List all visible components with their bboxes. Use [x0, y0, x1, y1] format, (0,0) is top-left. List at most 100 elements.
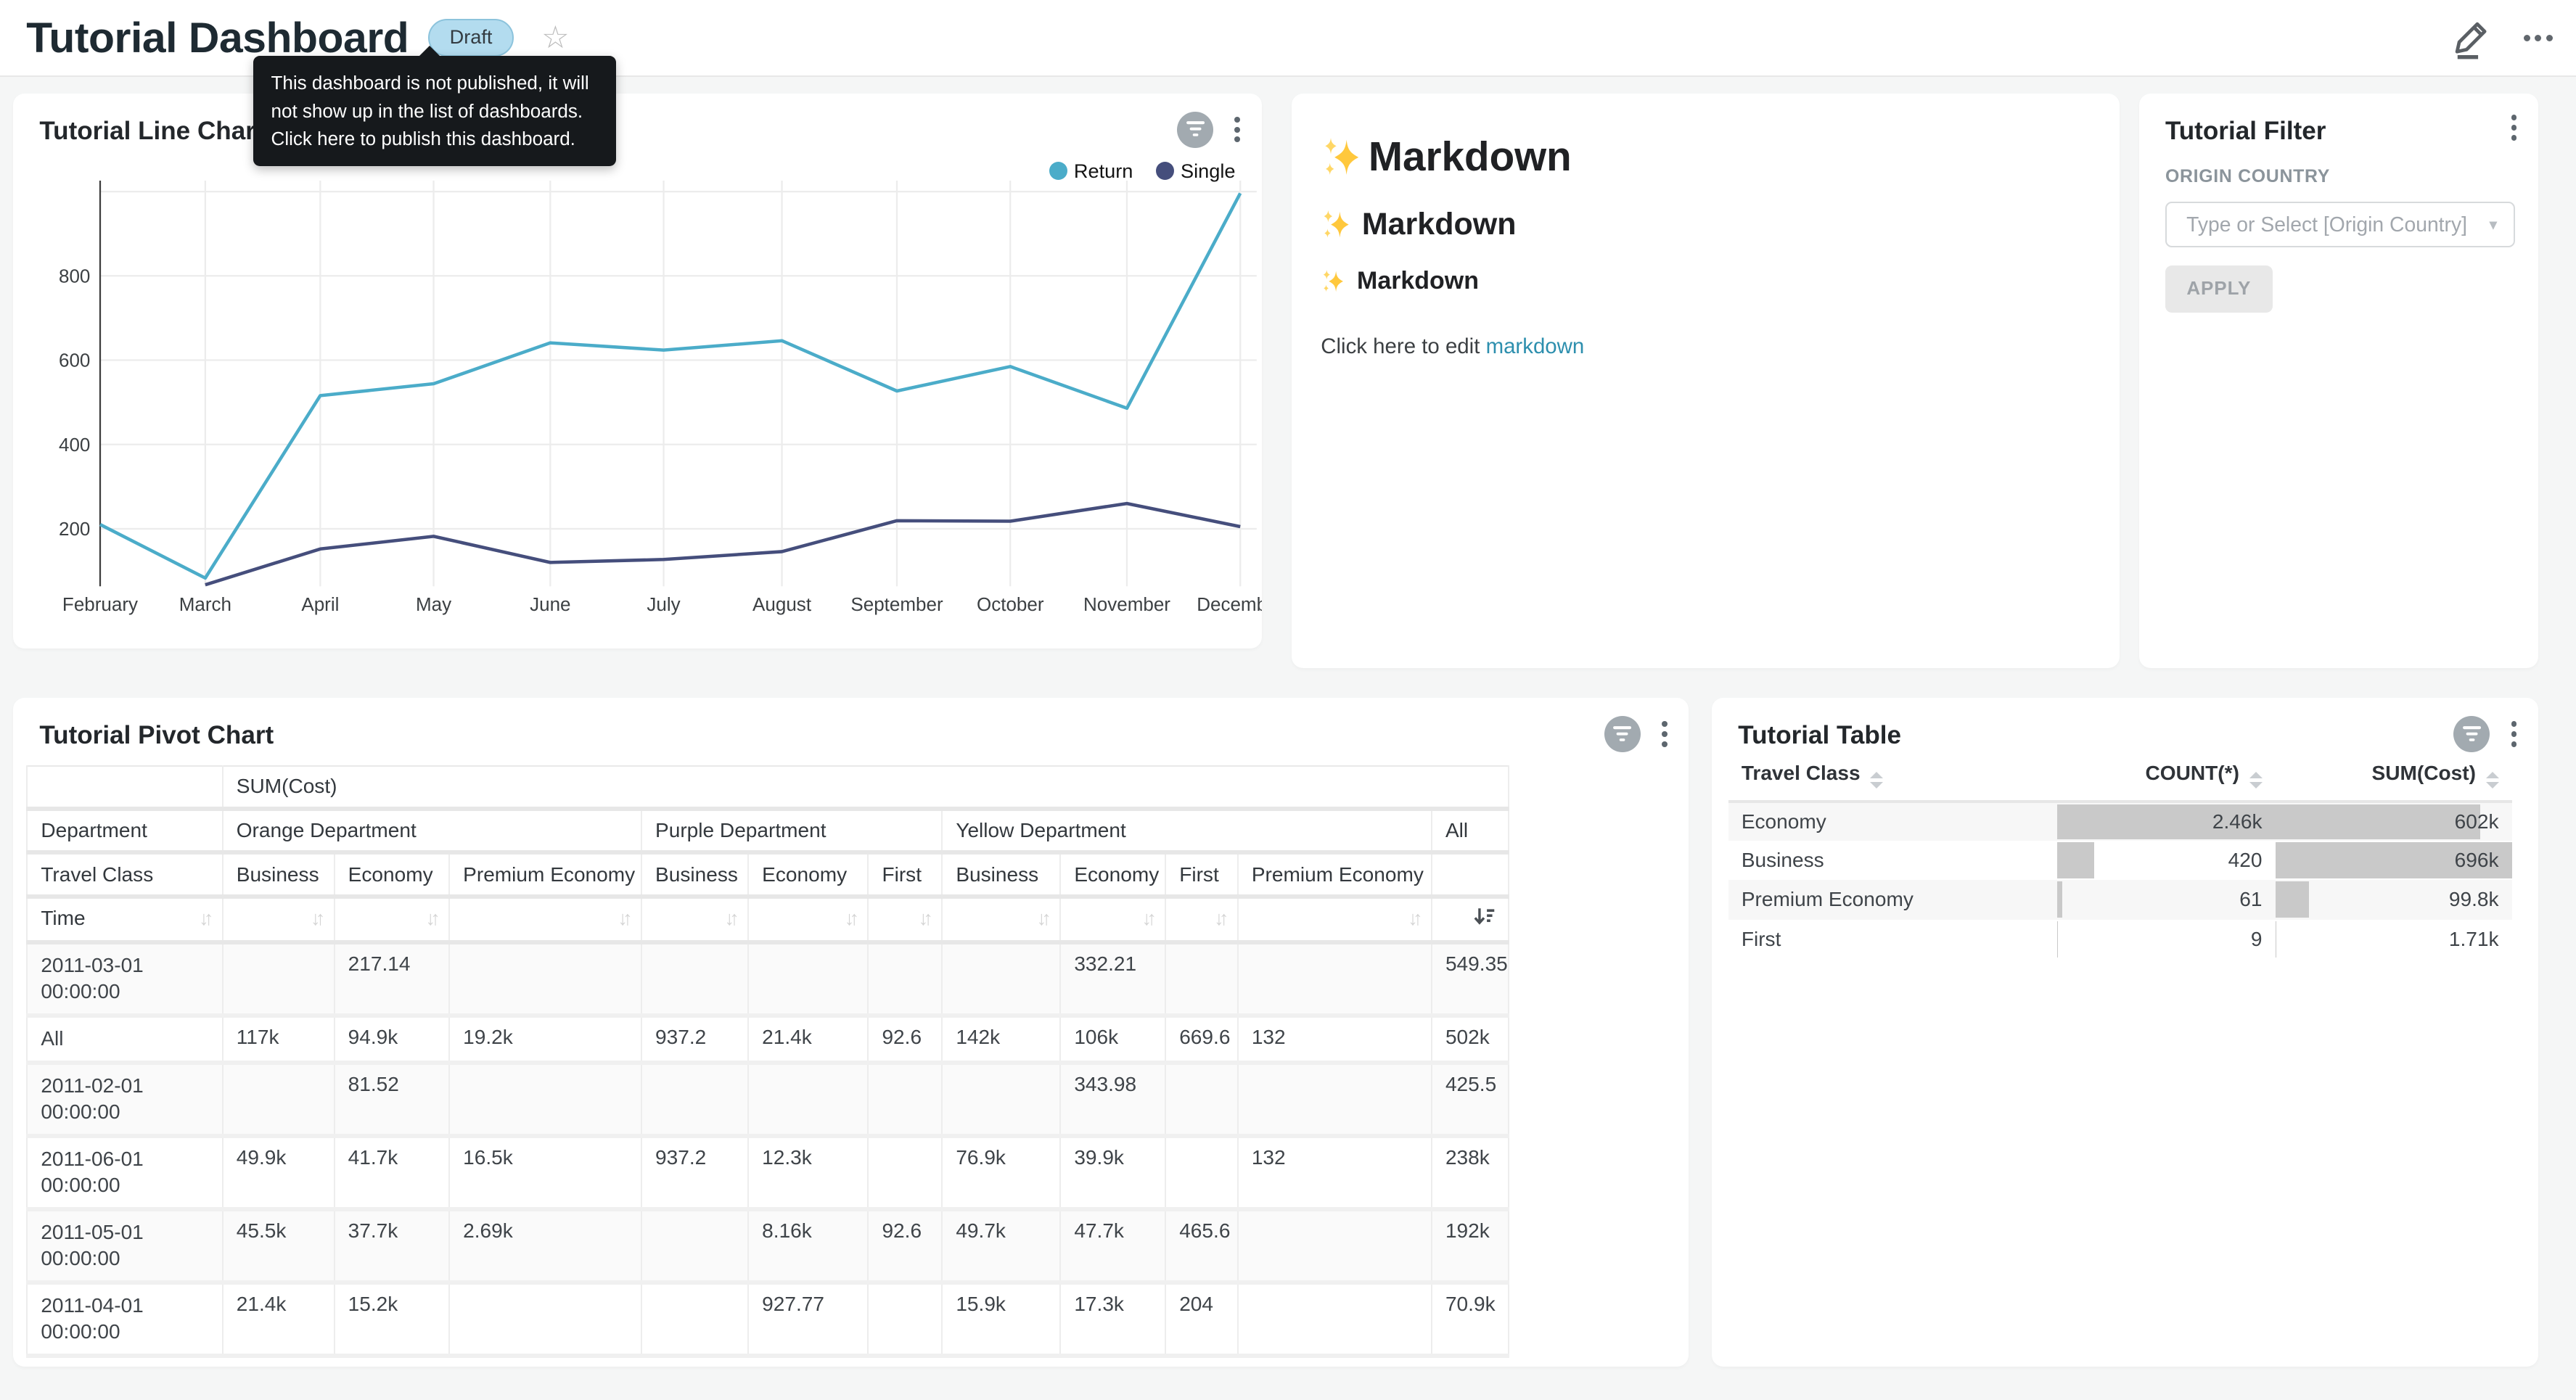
pivot-cell: 937.2	[641, 1016, 748, 1063]
column-header-count[interactable]: COUNT(*)	[2057, 755, 2276, 801]
pivot-cell: 238k	[1432, 1136, 1509, 1209]
kebab-menu-icon[interactable]	[1231, 114, 1244, 146]
pivot-col-class: Economy	[748, 852, 868, 897]
pivot-sort-cell[interactable]: ↓↑	[868, 897, 942, 942]
pivot-cell	[641, 1209, 748, 1282]
pivot-cell	[1165, 1063, 1238, 1136]
tooltip-text: This dashboard is not published, it will…	[271, 72, 589, 149]
pivot-row-label: Travel Class	[27, 852, 222, 897]
pivot-sort-cell[interactable]: ↓↑	[223, 897, 335, 942]
pivot-cell	[748, 942, 868, 1016]
column-header-travel-class[interactable]: Travel Class	[1728, 755, 2057, 801]
markdown-heading-1: Markdown	[1321, 133, 2090, 180]
svg-text:August: August	[752, 593, 812, 615]
sort-icon[interactable]: ↓↑	[311, 907, 321, 929]
table-row: Economy2.46k602k	[1728, 802, 2512, 841]
sort-icon[interactable]: ↓↑	[1141, 907, 1152, 929]
pivot-cell	[868, 1282, 942, 1356]
pivot-cell: 132	[1238, 1136, 1432, 1209]
filter-indicator-icon[interactable]	[1177, 112, 1213, 148]
pivot-sort-cell[interactable]: ↓↑	[748, 897, 868, 942]
pivot-row-time: 2011-04-0100:00:00	[27, 1282, 222, 1356]
sort-icon[interactable]: ↓↑	[618, 907, 628, 929]
markdown-heading-text: Markdown	[1357, 267, 1479, 295]
svg-text:600: 600	[59, 350, 90, 371]
cell-value: 420	[2228, 849, 2263, 871]
svg-text:February: February	[62, 593, 138, 615]
sort-icon[interactable]: ↓↑	[1037, 907, 1047, 929]
svg-text:October: October	[977, 593, 1044, 615]
more-actions-icon[interactable]	[2524, 35, 2554, 41]
filter-indicator-icon[interactable]	[2453, 716, 2490, 752]
cell-sum: 1.71k	[2276, 920, 2512, 959]
publish-tooltip[interactable]: This dashboard is not published, it will…	[253, 56, 616, 166]
status-badge[interactable]: Draft	[428, 19, 513, 57]
pivot-cell: 15.2k	[335, 1282, 449, 1356]
panel-markdown: Markdown Markdown Markdown Click here to…	[1292, 94, 2120, 668]
pivot-col-class: Premium Economy	[1238, 852, 1432, 897]
svg-text:December: December	[1197, 593, 1261, 615]
pivot-cell: 81.52	[335, 1063, 449, 1136]
panel-tutorial-table: Tutorial Table Travel ClassCOUNT(*)SUM(C…	[1712, 698, 2538, 1366]
filter-indicator-icon[interactable]	[1604, 716, 1641, 752]
pivot-cell	[868, 1063, 942, 1136]
pivot-sort-cell[interactable]: ↓↑	[335, 897, 449, 942]
kebab-menu-icon[interactable]	[2508, 112, 2520, 144]
column-header-sum-cost[interactable]: SUM(Cost)	[2276, 755, 2512, 801]
pivot-sort-cell[interactable]: ↓↑	[1060, 897, 1165, 942]
cell-bar	[2276, 881, 2310, 918]
pivot-time-header[interactable]: Time↓↑	[27, 897, 222, 942]
cell-count: 9	[2057, 920, 2276, 959]
pivot-row-time: All	[27, 1016, 222, 1063]
pivot-cell: 94.9k	[335, 1016, 449, 1063]
cell-bar	[2057, 842, 2094, 878]
pivot-cell: 15.9k	[942, 1282, 1060, 1356]
markdown-edit-link[interactable]: markdown	[1486, 334, 1585, 358]
favorite-star-icon[interactable]: ☆	[541, 20, 570, 56]
sort-icon[interactable]: ↓↑	[1408, 907, 1418, 929]
pivot-cell: 47.7k	[1060, 1209, 1165, 1282]
pivot-cell	[223, 942, 335, 1016]
pivot-row-time: 2011-05-0100:00:00	[27, 1209, 222, 1282]
cell-value: 99.8k	[2449, 888, 2499, 910]
series-line-single[interactable]	[205, 503, 1240, 585]
pivot-sort-cell[interactable]	[1432, 897, 1509, 942]
panel-title: Tutorial Pivot Chart	[39, 721, 274, 750]
pivot-cell: 39.9k	[1060, 1136, 1165, 1209]
pivot-col-class: Economy	[1060, 852, 1165, 897]
kebab-menu-icon[interactable]	[1659, 718, 1671, 750]
pivot-cell	[942, 1063, 1060, 1136]
pivot-cell: 549.35	[1432, 942, 1509, 1016]
pivot-sort-cell[interactable]: ↓↑	[449, 897, 641, 942]
pivot-sort-cell[interactable]: ↓↑	[942, 897, 1060, 942]
sort-caret-icon	[2249, 772, 2263, 788]
pivot-cell	[1238, 1282, 1432, 1356]
pivot-cell: 92.6	[868, 1209, 942, 1282]
pivot-sort-cell[interactable]: ↓↑	[1238, 897, 1432, 942]
sort-icon[interactable]: ↓↑	[1214, 907, 1224, 929]
sort-icon[interactable]: ↓↑	[425, 907, 435, 929]
pivot-cell: 37.7k	[335, 1209, 449, 1282]
pivot-sort-cell[interactable]: ↓↑	[641, 897, 748, 942]
line-chart[interactable]: 200400600800FebruaryMarchAprilMayJuneJul…	[13, 94, 1262, 648]
pivot-col-group: Purple Department	[641, 809, 942, 853]
pivot-cell: 465.6	[1165, 1209, 1238, 1282]
sort-icon[interactable]: ↓↑	[724, 907, 734, 929]
pivot-cell: 502k	[1432, 1016, 1509, 1063]
kebab-menu-icon[interactable]	[2508, 718, 2520, 750]
pivot-col-class: First	[1165, 852, 1238, 897]
sort-icon[interactable]: ↓↑	[845, 907, 855, 929]
sort-icon[interactable]: ↓↑	[919, 907, 929, 929]
origin-country-select[interactable]: Type or Select [Origin Country] ▾	[2165, 202, 2515, 247]
table-row: First91.71k	[1728, 920, 2512, 959]
pivot-cell: 332.21	[1060, 942, 1165, 1016]
svg-text:July: July	[647, 593, 681, 615]
sort-icon[interactable]: ↓↑	[199, 907, 209, 930]
pivot-col-group: Yellow Department	[942, 809, 1432, 853]
series-line-return[interactable]	[100, 193, 1240, 577]
apply-button[interactable]: APPLY	[2165, 265, 2273, 313]
sort-caret-icon	[2486, 772, 2499, 788]
edit-dashboard-icon[interactable]	[2453, 17, 2492, 59]
cell-bar	[2057, 921, 2058, 958]
pivot-sort-cell[interactable]: ↓↑	[1165, 897, 1238, 942]
